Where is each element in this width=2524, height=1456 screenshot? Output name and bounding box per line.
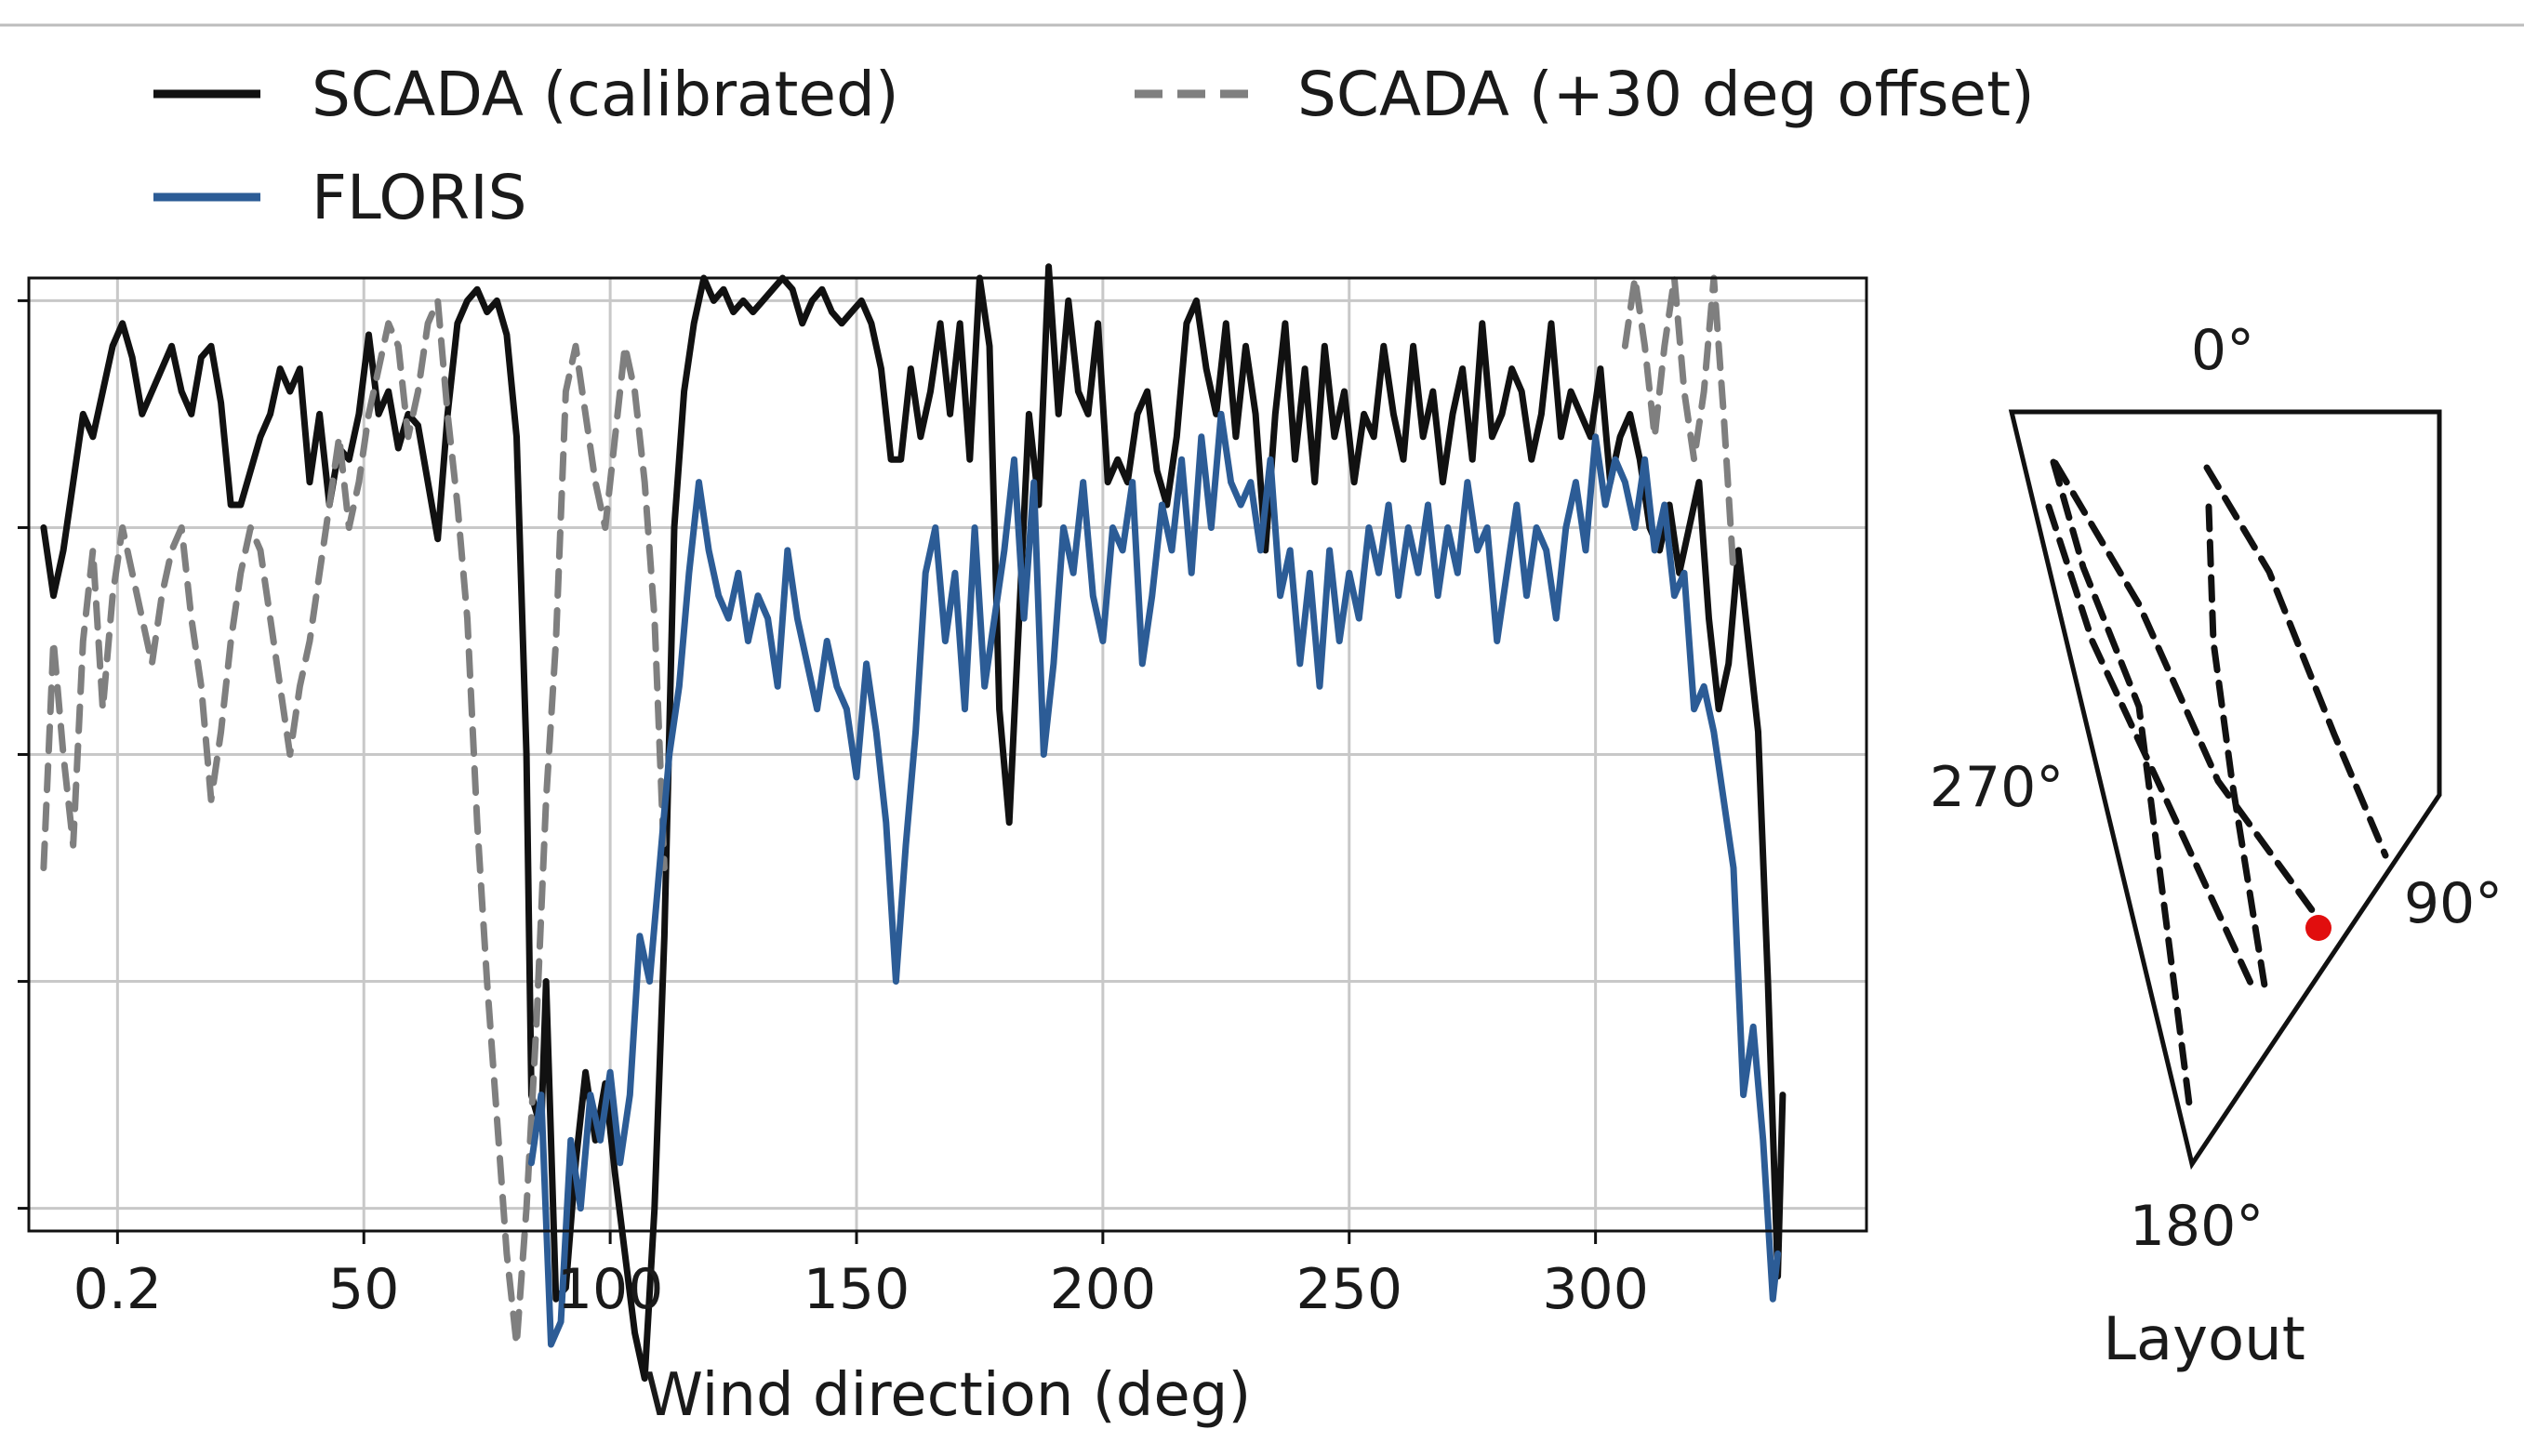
legend-label-scada-offset: SCADA (+30 deg offset) bbox=[1297, 59, 2035, 130]
series-layer bbox=[40, 263, 1787, 1383]
y-ticks bbox=[18, 298, 29, 1211]
plot-area: 0.2 50 100 150 200 250 300 Wind direction (deg… bbox=[18, 263, 1868, 1430]
layout-boundary bbox=[2008, 409, 2442, 1171]
x-axis-label: Wind direction (deg) bbox=[644, 1361, 1252, 1430]
legend: SCADA (calibrated) SCADA (+30 deg offset… bbox=[153, 59, 2035, 233]
turbine-string-2 bbox=[2045, 503, 2259, 997]
layout-title: Layout bbox=[2103, 1305, 2305, 1374]
series-line-scada-calibrated-0 bbox=[40, 263, 1787, 1383]
turbine-string-4 bbox=[2203, 464, 2389, 859]
x-tick-label-0: 0.2 bbox=[73, 1257, 162, 1322]
x-ticks: 0.2 50 100 150 200 250 300 bbox=[73, 1231, 1649, 1322]
direction-label-east: 90° bbox=[2404, 871, 2503, 936]
series-line-floris-3 bbox=[527, 410, 1782, 1348]
legend-item-scada-offset: SCADA (+30 deg offset) bbox=[1135, 59, 2035, 130]
turbine-string-3 bbox=[2052, 459, 2329, 932]
reference-turbine-marker bbox=[2305, 915, 2331, 941]
legend-item-floris: FLORIS bbox=[153, 162, 527, 233]
x-tick-label-5: 250 bbox=[1295, 1257, 1402, 1322]
turbine-string-1 bbox=[2050, 458, 2194, 1115]
x-tick-label-1: 50 bbox=[328, 1257, 399, 1322]
series-line-scada-30-deg-offset-1 bbox=[40, 297, 668, 1348]
legend-item-scada-calibrated: SCADA (calibrated) bbox=[153, 59, 899, 130]
x-tick-label-3: 150 bbox=[804, 1257, 910, 1322]
direction-label-north: 0° bbox=[2191, 318, 2254, 383]
x-tick-label-4: 200 bbox=[1050, 1257, 1157, 1322]
legend-label-scada-calibrated: SCADA (calibrated) bbox=[312, 59, 899, 130]
direction-label-south: 180° bbox=[2130, 1194, 2265, 1259]
layout-turbine-strings bbox=[2045, 458, 2389, 1115]
legend-label-floris: FLORIS bbox=[312, 162, 527, 233]
x-tick-label-6: 300 bbox=[1542, 1257, 1649, 1322]
turbine-string-5 bbox=[2205, 503, 2268, 989]
x-tick-label-2: 100 bbox=[557, 1257, 664, 1322]
series-line-scada-30-deg-offset-2 bbox=[1621, 274, 1737, 576]
layout-diagram: 0° 270° 90° 180° Layout bbox=[1930, 318, 2503, 1374]
direction-label-west: 270° bbox=[1930, 755, 2065, 820]
